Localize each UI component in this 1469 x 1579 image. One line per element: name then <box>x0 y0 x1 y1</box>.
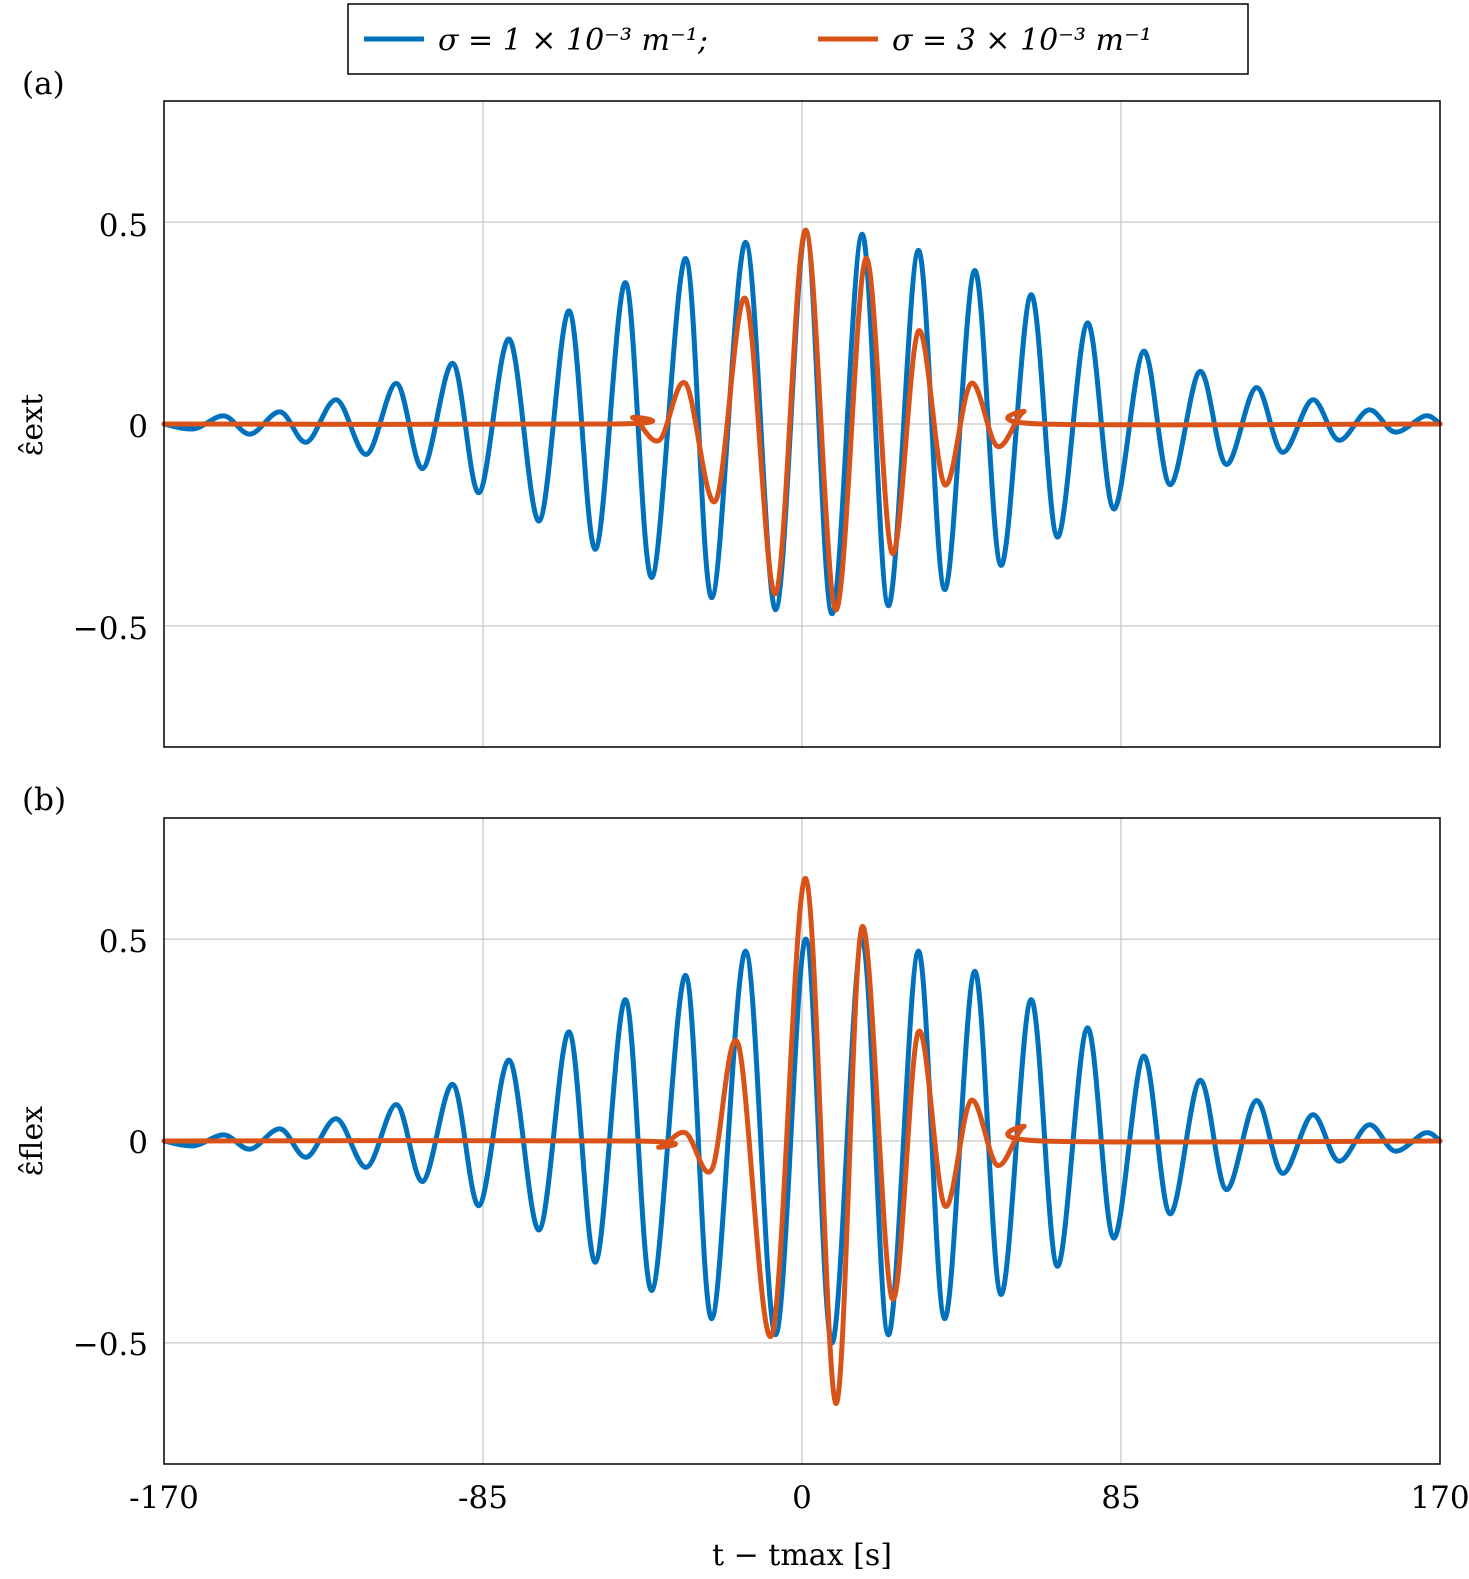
panel-a-series <box>161 227 1443 617</box>
panel-a-y-tick-label: −0.5 <box>73 611 148 647</box>
panel-a-y-tick-label: 0 <box>128 409 148 445</box>
panel-b-x-ticks: -170 -85 0 85 170 <box>129 1480 1469 1516</box>
panel-a-frame <box>163 100 1441 748</box>
panel-b-x-tick-label: -85 <box>458 1480 508 1516</box>
x-axis-title: t − tmax [s] <box>712 1538 892 1573</box>
panel-b-series <box>161 876 1443 1406</box>
panel-a: (a) 0.5 0 −0.5 ε̂ext <box>15 66 1443 748</box>
panel-b-y-tick-label: −0.5 <box>73 1327 148 1363</box>
panel-a-label: (a) <box>22 66 65 102</box>
legend-entry-2: σ = 3 × 10⁻³ m⁻¹ <box>892 23 1152 58</box>
panel-b: (b) 0.5 0 −0.5 -170 -85 0 85 170 ε̂flex … <box>15 782 1469 1573</box>
panel-b-y-ticks: 0.5 0 −0.5 <box>73 924 148 1363</box>
panel-a-series-line-2 <box>161 227 1443 613</box>
panel-b-x-tick-label: -170 <box>129 1480 199 1516</box>
panel-b-y-axis-title: ε̂flex <box>15 1106 50 1176</box>
legend: σ = 1 × 10⁻³ m⁻¹; σ = 3 × 10⁻³ m⁻¹ <box>347 3 1249 75</box>
panel-b-x-tick-label: 0 <box>792 1480 812 1516</box>
legend-entry-1: σ = 1 × 10⁻³ m⁻¹; <box>438 23 708 58</box>
panel-b-x-tick-label: 170 <box>1410 1480 1469 1516</box>
panel-b-x-tick-label: 85 <box>1101 1480 1140 1516</box>
panel-a-y-tick-label: 0.5 <box>99 208 148 244</box>
legend-box <box>347 3 1249 75</box>
panel-a-y-ticks: 0.5 0 −0.5 <box>73 208 148 647</box>
panel-b-frame <box>163 817 1441 1465</box>
panel-b-series-line-2 <box>161 876 1443 1406</box>
panel-b-y-tick-label: 0 <box>128 1125 148 1161</box>
panel-b-y-tick-label: 0.5 <box>99 924 148 960</box>
panel-b-label: (b) <box>22 782 66 818</box>
panel-a-y-axis-title: ε̂ext <box>15 394 50 456</box>
